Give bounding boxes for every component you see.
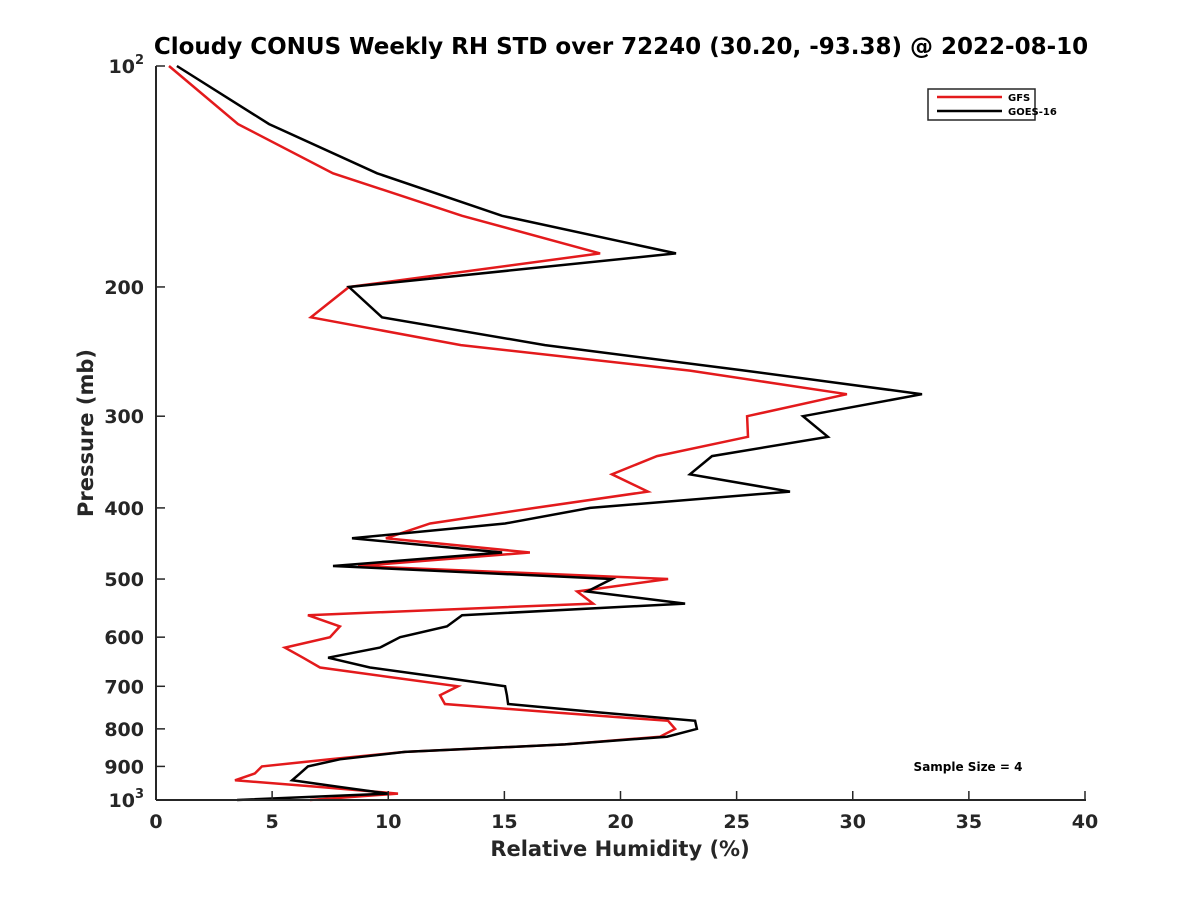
y-tick-label: 900 (104, 756, 144, 778)
y-tick-label: 500 (104, 569, 144, 591)
y-tick-label: 400 (104, 498, 144, 520)
y-tick-label: 800 (104, 719, 144, 741)
x-tick-label: 30 (840, 811, 866, 833)
legend-label-gfs: GFS (1008, 93, 1030, 104)
x-tick-label: 20 (607, 811, 633, 833)
x-tick-label: 0 (149, 811, 162, 833)
series-line-goes16 (176, 64, 923, 802)
legend: GFS GOES-16 (927, 88, 1057, 121)
x-axis-label: Relative Humidity (%) (490, 837, 749, 861)
x-axis-ticks: 0 5 10 15 20 25 30 35 40 (149, 791, 1098, 833)
y-axis-label: Pressure (mb) (74, 349, 98, 517)
y-tick-label: 200 (104, 277, 144, 299)
x-tick-label: 40 (1072, 811, 1098, 833)
y-tick-label: 700 (104, 676, 144, 698)
x-tick-label: 10 (375, 811, 401, 833)
legend-label-goes16: GOES-16 (1008, 107, 1057, 118)
chart-title: Cloudy CONUS Weekly RH STD over 72240 (3… (154, 34, 1088, 60)
sample-size-annotation: Sample Size = 4 (914, 760, 1023, 774)
plot-area: 0 5 10 15 20 25 30 35 40 10220030040050060070080… (104, 53, 1098, 833)
series-layer (168, 64, 923, 802)
x-tick-label: 35 (956, 811, 982, 833)
y-tick-label: 300 (104, 406, 144, 428)
legend-box (927, 88, 1036, 121)
x-tick-label: 25 (723, 811, 749, 833)
y-tick-label: 600 (104, 627, 144, 649)
x-tick-label: 5 (266, 811, 279, 833)
x-tick-label: 15 (491, 811, 517, 833)
